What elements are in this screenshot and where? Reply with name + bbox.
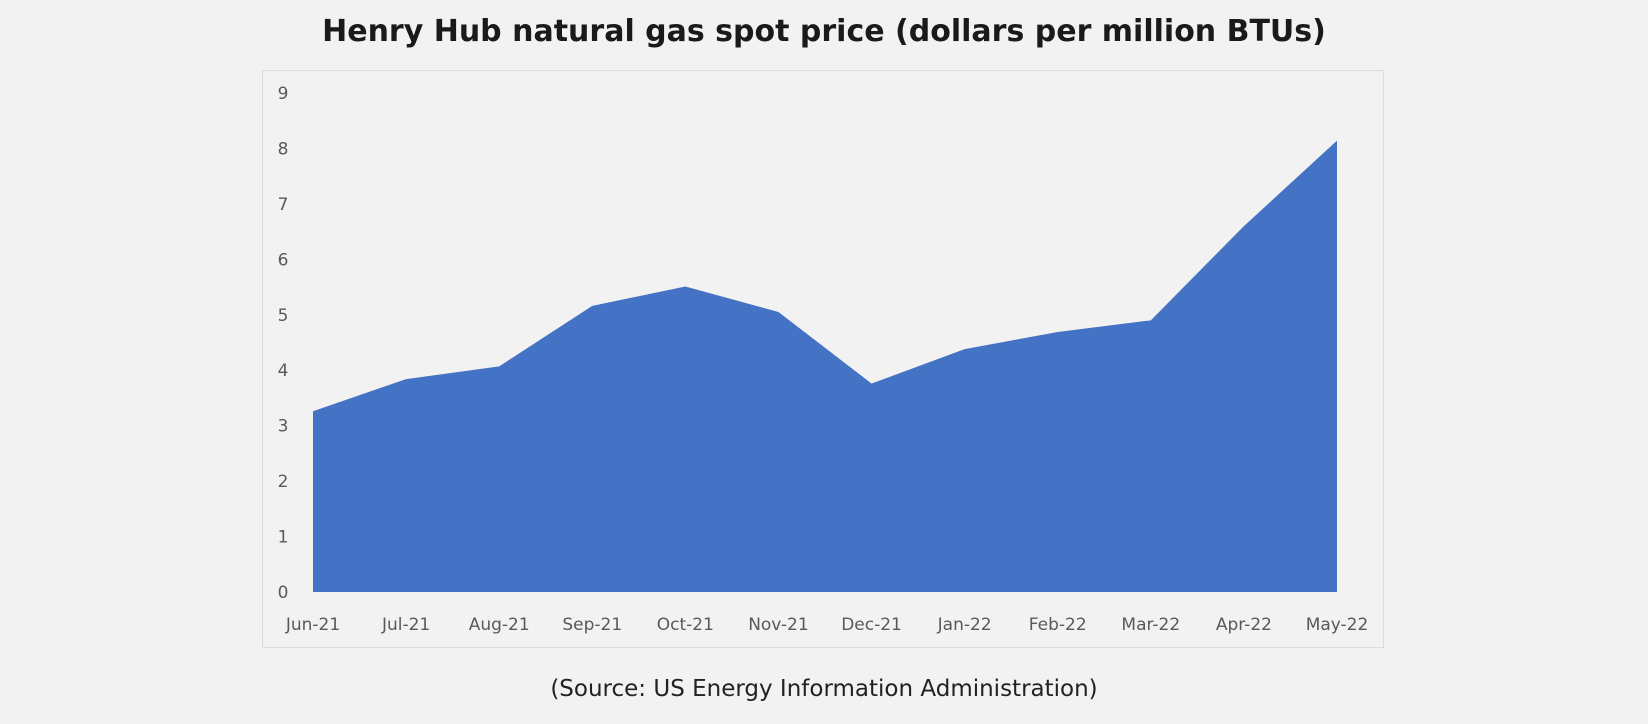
y-tick-label: 9 xyxy=(278,84,289,104)
y-tick-label: 3 xyxy=(278,417,289,437)
chart-title: Henry Hub natural gas spot price (dollar… xyxy=(322,14,1326,49)
x-tick-label: Sep-21 xyxy=(562,615,622,635)
x-axis-ticks: Jun-21 Jul-21 Aug-21 Sep-21 Oct-21 Nov-21 Dec-… xyxy=(285,615,1368,635)
y-tick-label: 8 xyxy=(278,139,289,159)
x-tick-label: Aug-21 xyxy=(469,615,530,635)
y-axis-ticks: 0 1 2 3 4 5 6 7 8 9 xyxy=(278,84,289,603)
x-tick-label: Dec-21 xyxy=(841,615,902,635)
y-tick-label: 4 xyxy=(278,361,289,381)
x-tick-label: Apr-22 xyxy=(1216,615,1272,635)
y-tick-label: 7 xyxy=(278,195,289,215)
x-tick-label: Nov-21 xyxy=(748,615,809,635)
x-tick-label: Jan-22 xyxy=(937,615,992,635)
y-tick-label: 6 xyxy=(278,250,289,270)
x-tick-label: Jul-21 xyxy=(381,615,430,635)
chart-frame: 0 1 2 3 4 5 6 7 8 9 Jun-21 Jul-21 Aug-21 Sep-21 Oct-2… xyxy=(262,70,1384,648)
x-tick-label: Oct-21 xyxy=(657,615,714,635)
x-tick-label: Feb-22 xyxy=(1029,615,1087,635)
x-tick-label: May-22 xyxy=(1306,615,1369,635)
x-tick-label: Mar-22 xyxy=(1121,615,1180,635)
y-tick-label: 5 xyxy=(278,306,289,326)
chart-source: (Source: US Energy Information Administr… xyxy=(550,676,1098,702)
y-tick-label: 2 xyxy=(278,472,289,492)
area-series xyxy=(313,140,1337,592)
y-tick-label: 0 xyxy=(278,583,289,603)
area-layer xyxy=(313,140,1337,592)
x-tick-label: Jun-21 xyxy=(285,615,340,635)
y-tick-label: 1 xyxy=(278,528,289,548)
area-chart: 0 1 2 3 4 5 6 7 8 9 Jun-21 Jul-21 Aug-21 Sep-21 Oct-2… xyxy=(278,84,1369,635)
